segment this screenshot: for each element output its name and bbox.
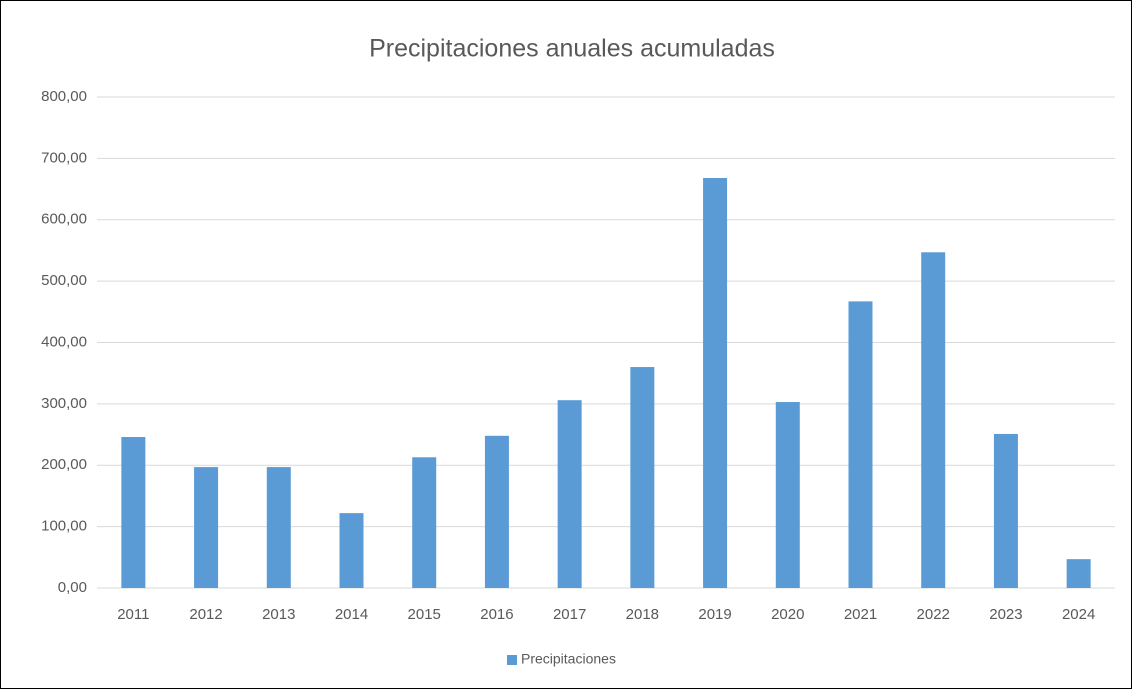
bar [266,467,291,588]
y-tick-label: 100,00 [41,518,87,535]
bar [921,252,946,588]
legend-swatch [507,655,517,665]
x-tick-label: 2011 [117,606,149,623]
x-tick-label: 2019 [698,606,731,623]
bar [1066,559,1091,588]
x-tick-label: 2014 [335,606,368,623]
chart-title: Precipitaciones anuales acumuladas [369,35,775,63]
x-tick-label: 2016 [480,606,513,623]
x-tick-label: 2021 [844,606,877,623]
bar [848,301,873,588]
y-tick-label: 300,00 [41,395,87,412]
y-tick-label: 400,00 [41,333,87,350]
legend-label: Precipitaciones [521,651,616,667]
bar [484,435,509,588]
bar [194,467,219,588]
x-tick-label: 2023 [989,606,1022,623]
bar [630,367,655,588]
x-tick-label: 2018 [626,606,659,623]
y-tick-label: 200,00 [41,456,87,473]
bar [121,437,146,588]
x-tick-label: 2015 [408,606,441,623]
bar [557,400,582,588]
y-tick-label: 0,00 [58,579,87,596]
x-tick-label: 2022 [917,606,950,623]
x-tick-label: 2012 [189,606,222,623]
y-tick-label: 600,00 [41,211,87,228]
y-tick-label: 700,00 [41,149,87,166]
bar [775,402,800,588]
y-tick-label: 500,00 [41,272,87,289]
x-tick-label: 2024 [1062,606,1095,623]
y-tick-label: 800,00 [41,88,87,105]
x-tick-label: 2013 [262,606,295,623]
bar [339,513,364,588]
x-tick-label: 2017 [553,606,586,623]
bar [993,433,1018,588]
bar [412,457,437,588]
x-tick-label: 2020 [771,606,804,623]
bar [703,178,728,588]
